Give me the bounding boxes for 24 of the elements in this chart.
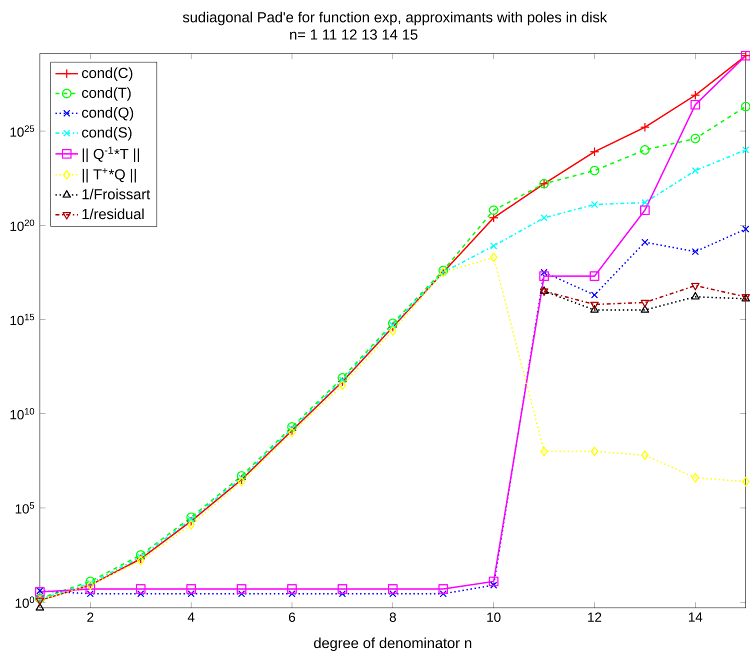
legend-label: cond(S) bbox=[82, 126, 132, 140]
y-tick-label: 10$^{10}$ bbox=[10, 408, 34, 420]
x-axis-title: degree of denominator n bbox=[314, 637, 472, 651]
chart-subtitle: n= 1 11 12 13 14 15 bbox=[290, 29, 418, 40]
legend-label: cond(C) bbox=[82, 67, 132, 81]
legend-label: 1/residual bbox=[82, 208, 144, 219]
y-tick-label: 10$^{15}$ bbox=[10, 314, 34, 325]
x-tick-label: 10 bbox=[487, 612, 501, 622]
x-tick-label: 8 bbox=[390, 612, 396, 622]
legend-label: 1/Froissart bbox=[82, 188, 150, 200]
x-tick-label: 2 bbox=[87, 612, 94, 622]
x-tick-label: 6 bbox=[288, 612, 296, 622]
y-tick-label: 10$^{5}$ bbox=[16, 502, 34, 514]
x-tick-label: 4 bbox=[188, 612, 194, 622]
y-tick-label: 10$^{25}$ bbox=[10, 125, 34, 137]
legend-label: || T$^{+}$*Q || bbox=[82, 168, 136, 182]
x-tick-label: 12 bbox=[588, 612, 602, 622]
legend-label: cond(Q) bbox=[82, 106, 134, 120]
y-tick-label: 10$^{20}$ bbox=[10, 219, 34, 231]
legend-label: cond(T) bbox=[82, 87, 131, 101]
y-tick-label: 10$^{0}$ bbox=[16, 596, 34, 608]
legend-label: || Q$^{-1}$*T || bbox=[82, 146, 139, 162]
chart-title: sudiagonal Pad'e for function exp, approximants with poles in disk bbox=[182, 11, 608, 26]
x-tick-label: 14 bbox=[688, 612, 702, 622]
